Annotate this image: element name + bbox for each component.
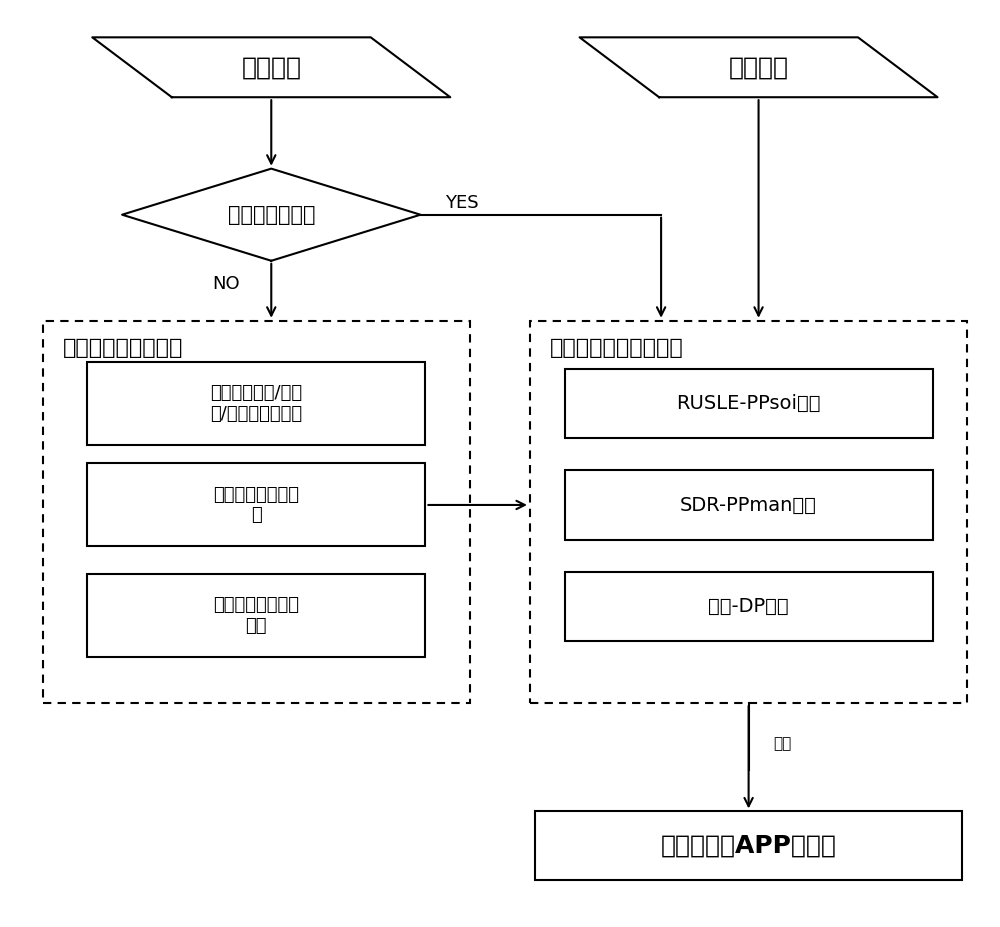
Text: 空间数据边界/坐标
系/栅格大小统一化: 空间数据边界/坐标 系/栅格大小统一化 [210, 384, 302, 423]
Text: SDR-PPman模块: SDR-PPman模块 [680, 495, 817, 514]
Bar [565, 470, 933, 540]
Text: 模型参数: 模型参数 [729, 56, 789, 80]
Text: 返回值网页APP可视化: 返回值网页APP可视化 [661, 834, 837, 857]
Text: 源因子量化及数字
化: 源因子量化及数字 化 [213, 486, 299, 525]
Text: 输移因子量化及数
字化: 输移因子量化及数 字化 [213, 596, 299, 635]
Bar [565, 572, 933, 641]
Bar [530, 321, 967, 703]
Bar [535, 811, 962, 881]
Text: 输入数据: 输入数据 [241, 56, 301, 80]
Bar [565, 369, 933, 438]
Text: YES: YES [445, 194, 479, 211]
Text: RUSLE-PPsoi模块: RUSLE-PPsoi模块 [676, 394, 821, 413]
Text: NO: NO [213, 274, 240, 293]
Text: 数据前处理及标准化: 数据前处理及标准化 [62, 338, 183, 359]
Bar [87, 362, 425, 445]
Text: 输出: 输出 [773, 736, 792, 751]
Text: 径流-DP模块: 径流-DP模块 [708, 597, 789, 616]
Text: 非点源磷污染指数运行: 非点源磷污染指数运行 [550, 338, 683, 359]
Bar [43, 321, 470, 703]
Bar [87, 464, 425, 546]
Bar [87, 574, 425, 657]
Text: 是否格式标准化: 是否格式标准化 [228, 205, 315, 224]
